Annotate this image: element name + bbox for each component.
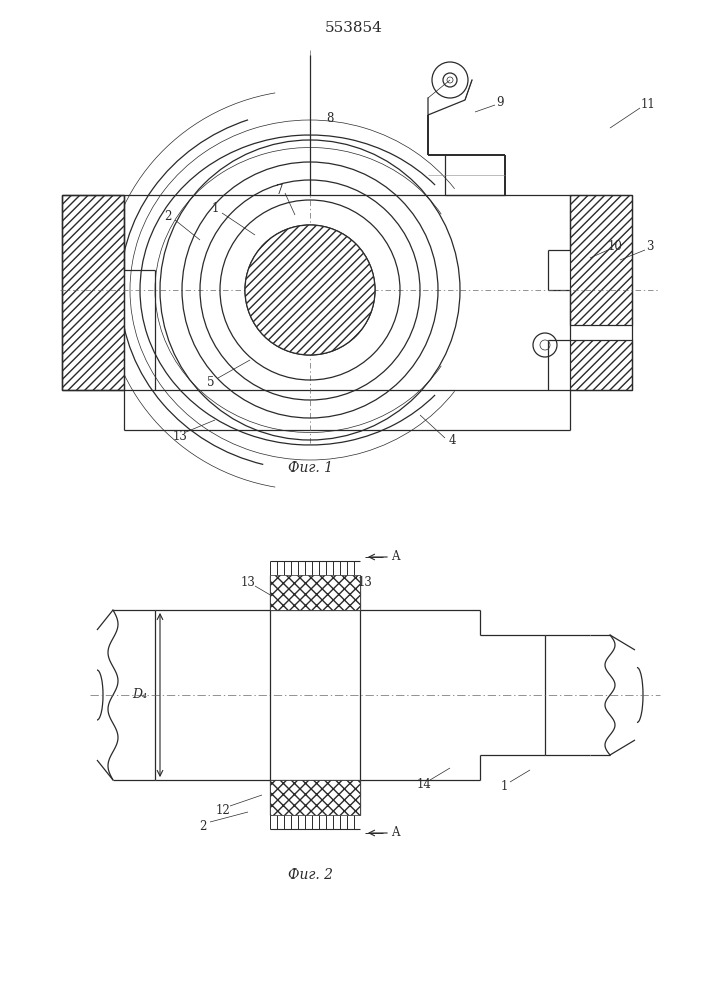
Text: A: A xyxy=(391,550,399,564)
Circle shape xyxy=(245,225,375,355)
Text: 3: 3 xyxy=(646,240,654,253)
Text: 4: 4 xyxy=(448,434,456,448)
Text: 13: 13 xyxy=(173,430,187,442)
Bar xyxy=(62,195,124,390)
Text: D₄: D₄ xyxy=(132,688,148,702)
Text: 7: 7 xyxy=(276,184,284,196)
Text: 14: 14 xyxy=(416,778,431,790)
Bar xyxy=(270,780,360,815)
Text: Фиг. 2: Фиг. 2 xyxy=(288,868,332,882)
Text: A: A xyxy=(391,826,399,840)
Text: 8: 8 xyxy=(327,111,334,124)
Text: 1: 1 xyxy=(211,202,218,215)
Text: 11: 11 xyxy=(641,99,655,111)
Circle shape xyxy=(447,77,453,83)
Text: 10: 10 xyxy=(607,240,622,253)
Text: 12: 12 xyxy=(216,804,230,816)
Text: 9: 9 xyxy=(496,96,504,108)
Text: 1: 1 xyxy=(501,780,508,792)
Bar xyxy=(570,340,632,390)
Text: 2: 2 xyxy=(199,820,206,832)
Bar xyxy=(570,195,632,325)
Bar xyxy=(270,575,360,610)
Text: 13: 13 xyxy=(240,576,255,589)
Text: 553854: 553854 xyxy=(325,21,383,35)
Text: 2: 2 xyxy=(164,210,172,223)
Text: 13: 13 xyxy=(358,576,373,589)
Text: Фиг. 1: Фиг. 1 xyxy=(288,461,332,475)
Bar xyxy=(62,195,124,390)
Bar xyxy=(300,245,320,267)
Text: 5: 5 xyxy=(207,375,215,388)
